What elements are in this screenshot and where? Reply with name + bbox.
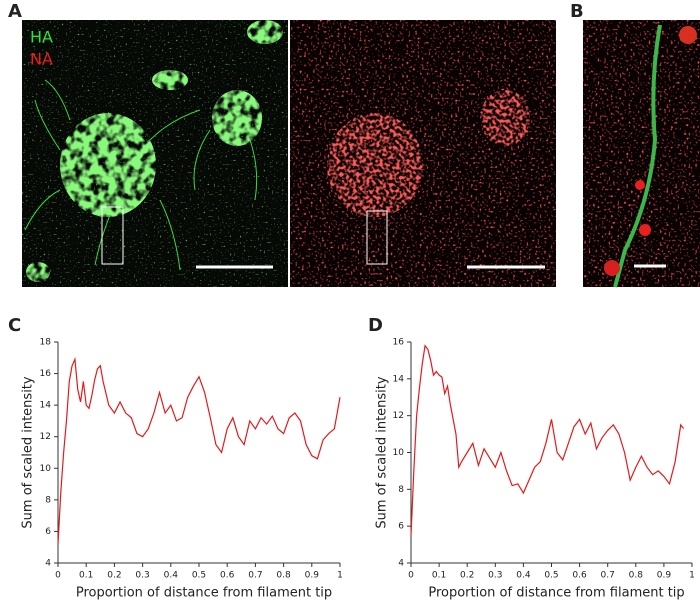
channel-label: NA bbox=[30, 50, 53, 69]
x-tick-label: 0.7 bbox=[248, 571, 262, 581]
panel-label: B bbox=[570, 1, 584, 22]
x-tick-label: 0.8 bbox=[276, 571, 291, 581]
y-tick-label: 12 bbox=[40, 432, 51, 442]
y-tick-label: 16 bbox=[393, 338, 405, 348]
x-tick-label: 0.5 bbox=[192, 571, 206, 581]
x-tick-label: 0 bbox=[55, 571, 61, 581]
x-tick-label: 0.6 bbox=[220, 571, 235, 581]
x-axis-label: Proportion of distance from filament tip bbox=[76, 586, 332, 601]
y-tick-label: 18 bbox=[40, 338, 52, 348]
x-tick-label: 0.1 bbox=[432, 571, 446, 581]
y-tick-label: 4 bbox=[45, 559, 51, 569]
panel-label: D bbox=[368, 315, 383, 336]
x-tick-label: 0.3 bbox=[488, 571, 502, 581]
data-line bbox=[410, 344, 685, 536]
y-tick-label: 14 bbox=[40, 401, 52, 411]
panel-label: C bbox=[8, 315, 21, 336]
micrograph-zoom bbox=[583, 20, 700, 288]
y-tick-label: 16 bbox=[40, 369, 52, 379]
y-tick-label: 10 bbox=[393, 448, 405, 458]
y-tick-label: 4 bbox=[398, 559, 404, 569]
data-line bbox=[57, 357, 341, 545]
x-tick-label: 0.9 bbox=[657, 571, 672, 581]
x-tick-label: 0.3 bbox=[135, 571, 149, 581]
y-tick-label: 10 bbox=[40, 464, 52, 474]
x-tick-label: 0.4 bbox=[164, 571, 179, 581]
x-tick-label: 0.2 bbox=[460, 571, 474, 581]
x-tick-label: 0.6 bbox=[572, 571, 587, 581]
y-axis-label: Sum of scaled intensity bbox=[21, 376, 36, 528]
micrograph-ha bbox=[22, 20, 288, 287]
x-tick-label: 0.8 bbox=[629, 571, 644, 581]
x-tick-label: 0.7 bbox=[601, 571, 615, 581]
y-tick-label: 6 bbox=[398, 522, 404, 532]
x-tick-label: 0.4 bbox=[516, 571, 531, 581]
x-tick-label: 0.9 bbox=[305, 571, 320, 581]
x-tick-label: 1 bbox=[689, 571, 695, 581]
y-axis-label: Sum of scaled intensity bbox=[375, 376, 390, 528]
channel-label: HA bbox=[30, 28, 53, 47]
y-tick-label: 8 bbox=[45, 495, 51, 505]
y-tick-label: 12 bbox=[393, 411, 404, 421]
y-tick-label: 14 bbox=[393, 374, 405, 384]
y-tick-label: 8 bbox=[398, 485, 404, 495]
x-tick-label: 1 bbox=[337, 571, 343, 581]
x-tick-label: 0.1 bbox=[79, 571, 93, 581]
x-tick-label: 0.2 bbox=[107, 571, 121, 581]
x-axis-label: Proportion of distance from filament tip bbox=[428, 586, 684, 601]
y-tick-label: 6 bbox=[45, 527, 51, 537]
x-tick-label: 0.5 bbox=[544, 571, 558, 581]
x-tick-label: 0 bbox=[408, 571, 414, 581]
micrograph-na bbox=[290, 20, 556, 287]
panel-label: A bbox=[8, 1, 22, 22]
